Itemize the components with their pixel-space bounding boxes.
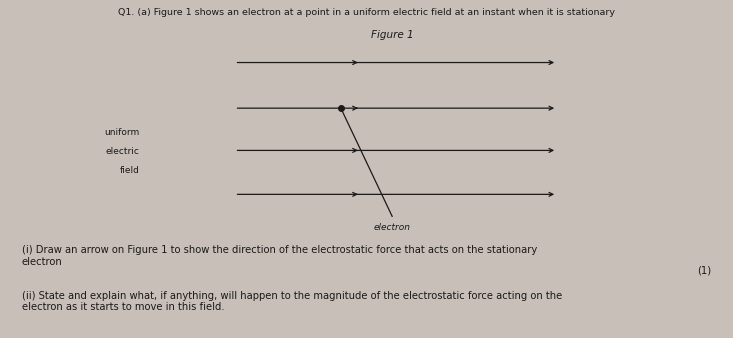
Text: (i) Draw an arrow on Figure 1 to show the direction of the electrostatic force t: (i) Draw an arrow on Figure 1 to show th… bbox=[22, 245, 537, 267]
Text: Figure 1: Figure 1 bbox=[371, 30, 413, 41]
Text: electron: electron bbox=[374, 223, 410, 232]
Text: (1): (1) bbox=[697, 265, 711, 275]
Text: uniform: uniform bbox=[104, 128, 139, 138]
Text: (ii) State and explain what, if anything, will happen to the magnitude of the el: (ii) State and explain what, if anything… bbox=[22, 291, 562, 312]
Text: Q1. (a) Figure 1 shows an electron at a point in a uniform electric field at an : Q1. (a) Figure 1 shows an electron at a … bbox=[118, 8, 615, 18]
Text: electric: electric bbox=[106, 147, 139, 156]
Text: field: field bbox=[119, 166, 139, 175]
